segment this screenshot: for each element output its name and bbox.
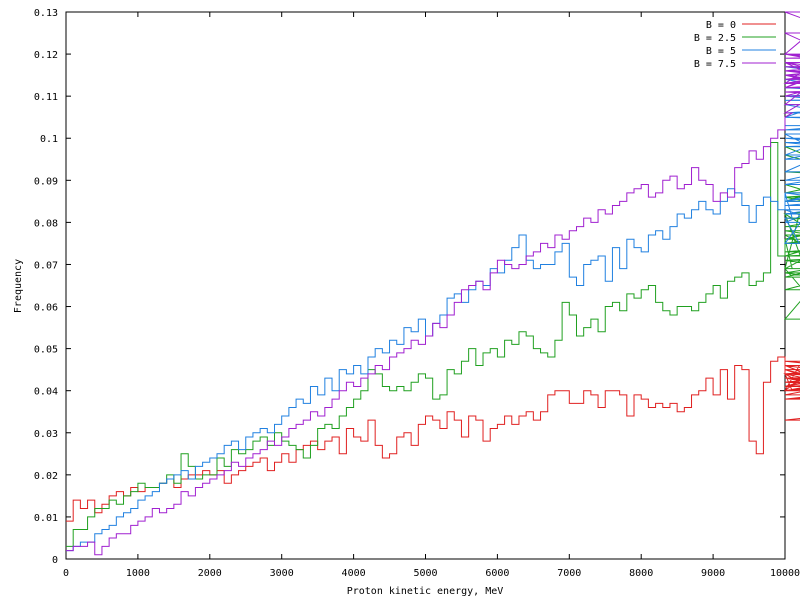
y-tick-label: 0.06: [34, 303, 58, 314]
x-tick-label: 4000: [342, 568, 366, 579]
x-tick-label: 5000: [413, 568, 437, 579]
x-tick-label: 3000: [270, 568, 294, 579]
x-axis-ticks: 0 1000 2000 3000 4000 5000 6000 7000 8000 9000 100…: [63, 12, 800, 579]
y-tick-label: 0.12: [34, 50, 58, 61]
legend-label: B = 5: [706, 46, 736, 57]
legend-label: B = 0: [706, 20, 736, 31]
y-tick-label: 0.13: [34, 8, 58, 19]
x-tick-label: 2000: [198, 568, 222, 579]
y-tick-label: 0.05: [34, 345, 58, 356]
x-tick-label: 0: [63, 568, 69, 579]
series-line-0: [66, 356, 800, 522]
y-tick-label: 0.1: [40, 134, 58, 145]
y-tick-label: 0.01: [34, 513, 58, 524]
x-axis-label: Proton kinetic energy, MeV: [347, 586, 504, 597]
y-tick-label: 0.04: [34, 387, 58, 398]
x-tick-label: 10000: [770, 568, 800, 579]
legend: B = 0 B = 2.5 B = 5 B = 7.5: [694, 20, 776, 70]
legend-label: B = 7.5: [694, 59, 736, 70]
y-tick-label: 0.07: [34, 260, 58, 271]
y-axis-ticks: 0 0.01 0.02 0.03 0.04 0.05 0.06 0.07 0.08 0.09 0.1…: [34, 8, 785, 566]
y-tick-label: 0.09: [34, 176, 58, 187]
series-line-1: [66, 141, 800, 547]
x-tick-label: 1000: [126, 568, 150, 579]
y-tick-label: 0.02: [34, 471, 58, 482]
legend-label: B = 2.5: [694, 33, 736, 44]
series-line-2: [66, 66, 800, 552]
x-tick-label: 8000: [629, 568, 653, 579]
x-tick-label: 7000: [557, 568, 581, 579]
y-tick-label: 0: [52, 555, 58, 566]
y-tick-label: 0.08: [34, 218, 58, 229]
series-line-3: [66, 11, 800, 556]
x-tick-label: 9000: [701, 568, 725, 579]
x-tick-label: 6000: [485, 568, 509, 579]
series-lines: [66, 11, 800, 556]
y-axis-label: Frequency: [13, 259, 24, 313]
y-tick-label: 0.03: [34, 429, 58, 440]
y-tick-label: 0.11: [34, 92, 58, 103]
